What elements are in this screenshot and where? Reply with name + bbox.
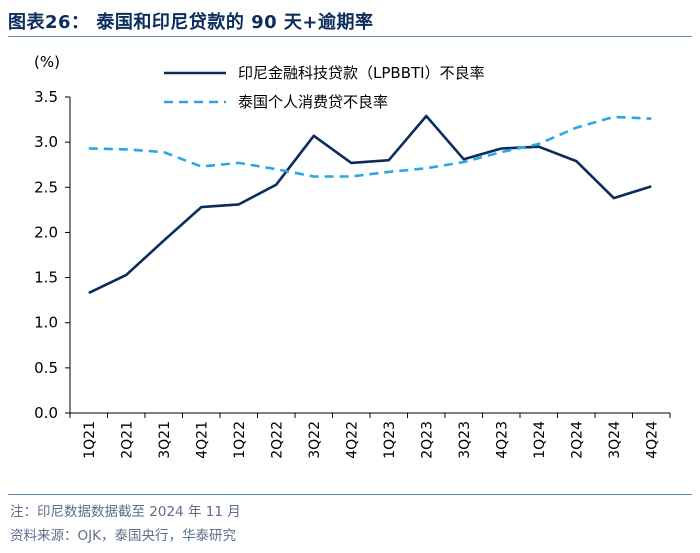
line-chart: (%) 0.0 0.5 1.0 1.5 2.0 2.5 3.0 3.5 1Q21 2Q21 3Q21 4… (34, 53, 671, 459)
x-tick-label: 1Q21 (82, 421, 98, 459)
y-tick-label: 2.0 (34, 223, 58, 241)
x-tick-label: 4Q24 (644, 421, 660, 459)
y-tick-label: 2.5 (34, 178, 58, 196)
y-tick-label: 1.0 (34, 314, 58, 332)
figure-title: 图表26： 泰国和印尼贷款的 90 天+逾期率 (8, 12, 374, 33)
y-axis-label: (%) (34, 53, 60, 71)
axes: (%) 0.0 0.5 1.0 1.5 2.0 2.5 3.0 3.5 1Q21 2Q21 3Q21 4… (34, 53, 671, 459)
x-tick-label: 3Q21 (157, 421, 173, 459)
source-note: 资料来源：OJK，泰国央行，华泰研究 (10, 528, 236, 544)
x-tick-label: 4Q22 (344, 421, 360, 459)
x-tick-label: 3Q22 (307, 421, 323, 459)
series-line-1 (88, 114, 652, 295)
x-tick-label: 4Q21 (194, 421, 210, 459)
x-tick-label: 1Q24 (532, 421, 548, 459)
x-tick-label: 2Q21 (119, 421, 135, 459)
footnote: 注：印尼数据数据截至 2024 年 11 月 (10, 504, 241, 520)
y-tick-label: 0.5 (34, 359, 58, 377)
x-tick-label: 3Q23 (457, 421, 473, 459)
y-tick-label: 3.0 (34, 133, 58, 151)
y-tick-label: 1.5 (34, 269, 58, 287)
x-tick-label: 1Q23 (382, 421, 398, 459)
series-lines (88, 114, 652, 295)
x-tick-label: 2Q23 (419, 421, 435, 459)
x-tick-label: 1Q22 (232, 421, 248, 459)
y-tick-label: 3.5 (34, 88, 58, 106)
x-tick-label: 2Q22 (269, 421, 285, 459)
x-tick-label: 3Q24 (607, 421, 623, 459)
legend-label: 印尼金融科技贷款（LPBBTI）不良率 (238, 64, 485, 82)
legend-label: 泰国个人消费贷不良率 (238, 93, 388, 111)
footer-divider (8, 494, 692, 495)
title-divider (8, 36, 692, 37)
y-tick-label: 0.0 (34, 404, 58, 422)
x-tick-label: 4Q23 (494, 421, 510, 459)
series-line-2 (88, 115, 652, 178)
x-tick-label: 2Q24 (569, 421, 585, 459)
